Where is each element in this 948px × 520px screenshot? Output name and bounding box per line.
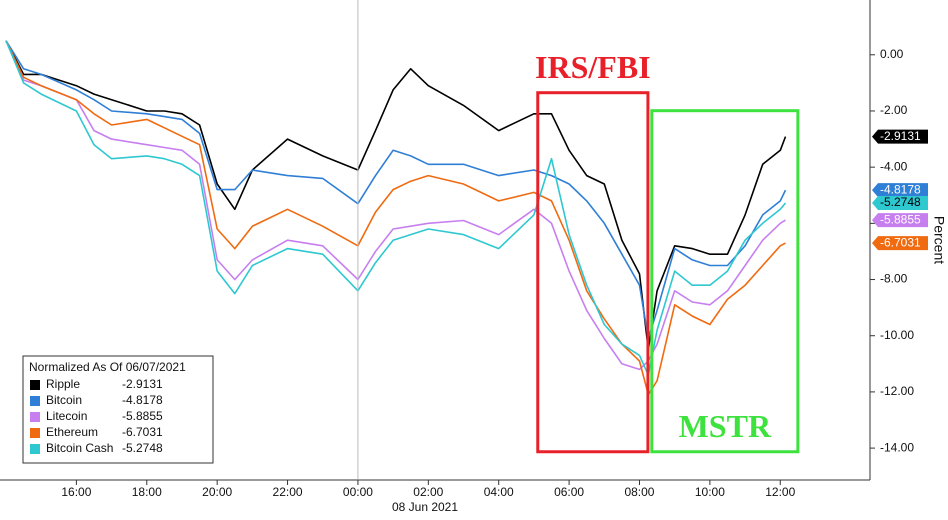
legend-swatch	[30, 396, 40, 406]
y-tick-label: -12.00	[880, 384, 914, 398]
plot-area	[5, 40, 787, 396]
x-tick-label: 12:00	[765, 485, 795, 499]
legend-label: Ripple	[46, 377, 80, 391]
series-line	[5, 40, 786, 396]
x-tick-label: 10:00	[695, 485, 725, 499]
series-line	[5, 40, 787, 340]
legend-box	[22, 355, 214, 464]
x-tick-label: 16:00	[61, 485, 91, 499]
x-tick-label: 08:00	[624, 485, 654, 499]
legend-value: -5.8855	[122, 409, 163, 423]
legend-title: Normalized As Of 06/07/2021	[29, 360, 186, 374]
legend-label: Bitcoin Cash	[46, 441, 113, 455]
last-value-tag	[872, 195, 928, 210]
y-tick-label: 0.00	[880, 47, 904, 61]
legend-value: -4.8178	[122, 393, 163, 407]
series-line	[5, 40, 786, 371]
x-tick-label: 20:00	[202, 485, 232, 499]
legend-swatch	[30, 444, 40, 454]
last-value-label: -5.8855	[880, 212, 921, 226]
x-tick-label: 18:00	[132, 485, 162, 499]
last-value-label: -6.7031	[880, 235, 921, 249]
series-line	[5, 40, 787, 351]
legend-value: -2.9131	[122, 377, 163, 391]
series-line	[5, 40, 787, 376]
y-tick-label: -4.00	[880, 159, 908, 173]
legend-swatch	[30, 380, 40, 390]
last-value-tag	[872, 129, 928, 144]
last-value-label: -5.2748	[880, 195, 921, 209]
last-value-tag	[872, 213, 928, 228]
y-tick-label: -8.00	[880, 272, 908, 286]
y-tick-label: -10.00	[880, 328, 914, 342]
x-tick-label: 06:00	[554, 485, 584, 499]
legend-label: Ethereum	[46, 425, 98, 439]
annotation-label: IRS/FBI	[535, 49, 651, 85]
legend-swatch	[30, 428, 40, 438]
x-axis-date: 08 Jun 2021	[392, 500, 458, 514]
last-value-label: -4.8178	[880, 182, 921, 196]
x-tick-label: 22:00	[273, 485, 303, 499]
last-value-tag	[872, 183, 928, 198]
y-tick-label: -2.00	[880, 103, 908, 117]
y-axis-title: Percent	[931, 216, 947, 264]
x-tick-label: 04:00	[484, 485, 514, 499]
legend-value: -6.7031	[122, 425, 163, 439]
x-tick-label: 02:00	[413, 485, 443, 499]
last-value-label: -2.9131	[880, 129, 921, 143]
annotation-label: MSTR	[679, 408, 772, 444]
y-tick-label: -14.00	[880, 440, 914, 454]
legend-label: Litecoin	[46, 409, 87, 423]
legend-label: Bitcoin	[46, 393, 82, 407]
annotation-box	[536, 91, 650, 454]
legend-swatch	[30, 412, 40, 422]
last-value-tag	[872, 236, 928, 251]
annotation-box	[650, 109, 800, 454]
legend: Normalized As Of 06/07/2021 Ripple -2.9131…	[22, 355, 214, 464]
x-tick-label: 00:00	[343, 485, 373, 499]
legend-value: -5.2748	[122, 441, 163, 455]
